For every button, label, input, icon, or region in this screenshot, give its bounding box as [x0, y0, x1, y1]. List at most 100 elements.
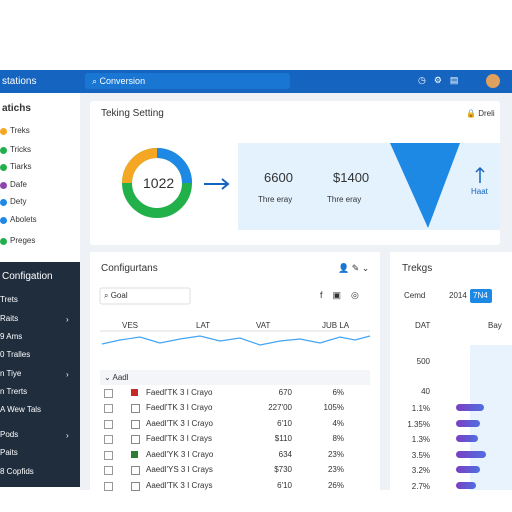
row-icon [131, 389, 138, 396]
action-label: Dreli [478, 109, 495, 118]
cell-value: 6'10 [277, 481, 292, 490]
avatar[interactable] [486, 74, 500, 88]
column-header: Bay [488, 321, 502, 330]
nav-item[interactable]: n Trerts [0, 387, 28, 396]
tab[interactable]: Cemd [404, 291, 426, 300]
cell-value: 634 [278, 450, 292, 459]
stat-label: Thre eray [327, 195, 362, 204]
nav-item[interactable]: Tricks [10, 145, 32, 154]
nav-item[interactable]: Dety [10, 197, 27, 206]
tab[interactable]: 2014 [449, 291, 467, 300]
cell-pct: 6% [332, 388, 344, 397]
search-box[interactable] [85, 73, 290, 89]
tool-icons[interactable]: f▣◎ [320, 290, 369, 300]
stat-label: Thre eray [258, 195, 293, 204]
chevron: › [66, 315, 69, 324]
cell-value: $730 [274, 465, 292, 474]
checkbox [104, 435, 113, 444]
bar [456, 420, 480, 427]
card-title: Teking Setting [101, 108, 164, 119]
nav-item[interactable]: 8 Copfids [0, 467, 34, 476]
cell-name: Aaedl'TK 3 I Crayo [146, 419, 213, 428]
nav-item[interactable]: Pods [0, 430, 19, 439]
row-label: 2.7% [411, 482, 430, 491]
nav-dot [0, 182, 7, 189]
card-icons[interactable]: 👤 ✎ ⌄ [338, 263, 370, 273]
column-header: JUB LA [322, 321, 350, 330]
nav-item[interactable]: Dafe [10, 180, 27, 189]
row-label: 3.2% [411, 466, 430, 475]
row-label: 40 [421, 387, 430, 396]
filter[interactable]: ⌕ Goal [104, 291, 128, 300]
up-arrow [475, 166, 485, 183]
filter-label: Goal [110, 291, 128, 300]
cell-name: Faedl'TK 3 I Crayo [146, 388, 213, 397]
header-icons[interactable]: ◷⚙▤ [418, 75, 467, 85]
nav-item[interactable]: Tiarks [10, 162, 32, 171]
checkbox [104, 466, 113, 475]
search-query: Conversion [99, 76, 146, 86]
card-action[interactable]: 🔒 Dreli [466, 109, 495, 118]
nav-dot [0, 164, 7, 171]
row-icon [131, 482, 140, 491]
nav-item[interactable]: Abolets [10, 215, 37, 224]
bar [456, 466, 480, 473]
row-label: 1.35% [407, 420, 430, 429]
donut-seg [122, 148, 192, 218]
cell-name: Aaedl'YS 3 I Crays [146, 465, 213, 474]
nav-item[interactable]: n Tiye [0, 369, 22, 378]
cell-pct: 23% [327, 450, 344, 459]
group-name: Aadl [112, 373, 129, 382]
group-row [100, 370, 370, 385]
nav-dot [0, 238, 7, 245]
row-label: 1.1% [411, 404, 430, 413]
column-header: VES [122, 321, 139, 330]
checkbox [104, 389, 113, 398]
cell-name: Aaedl'YK 3 I Crayo [146, 450, 214, 459]
row-icon [131, 435, 140, 444]
nav-dot [0, 199, 7, 206]
nav-item[interactable]: Trets [0, 295, 18, 304]
nav-dot [0, 147, 7, 154]
cell-name: Aaedl'TK 3 I Crays [146, 481, 213, 490]
checkbox [104, 420, 113, 429]
cell-pct: 105% [323, 403, 344, 412]
group-label: ⌄ Aadl [104, 373, 129, 382]
cell-value: 6'10 [277, 419, 292, 428]
nav-item[interactable]: 0 Tralles [0, 350, 31, 359]
bar [456, 435, 478, 442]
row-label: 3.5% [411, 451, 430, 460]
filter-box[interactable] [99, 287, 191, 305]
stat-value: $1400 [333, 170, 370, 185]
checkbox [104, 451, 113, 460]
card-title: Configurtans [101, 263, 158, 274]
row-icon [131, 404, 140, 413]
row-icon [131, 451, 138, 458]
checkbox [104, 482, 113, 491]
nav-dot [0, 217, 7, 224]
row-label: 500 [416, 357, 430, 366]
tab-active[interactable] [470, 289, 492, 303]
sidebar-dark [0, 262, 80, 487]
card-title: Trekgs [402, 263, 433, 274]
column-header: LAT [196, 321, 211, 330]
app-name: stations [2, 76, 37, 87]
bar [456, 404, 484, 411]
nav-item[interactable]: Raits [0, 314, 19, 323]
cell-name: Faedl'TK 3 I Crays [146, 434, 212, 443]
sidebar-title: atichs [2, 103, 31, 114]
nav-item[interactable]: A Wew Tals [0, 405, 42, 414]
arrow-label: Haat [471, 187, 488, 196]
nav-item[interactable]: Paits [0, 448, 18, 457]
nav-item[interactable]: Treks [10, 126, 30, 135]
funnel [390, 143, 460, 228]
cell-pct: 8% [332, 434, 344, 443]
chevron: › [66, 431, 69, 440]
nav-item[interactable]: 9 Ams [0, 332, 23, 341]
tab[interactable]: 7N4 [473, 291, 488, 300]
column-header: DAT [415, 321, 431, 330]
nav-item[interactable]: Preges [10, 236, 36, 245]
bar [456, 482, 476, 489]
stat-value: 6600 [264, 170, 293, 185]
